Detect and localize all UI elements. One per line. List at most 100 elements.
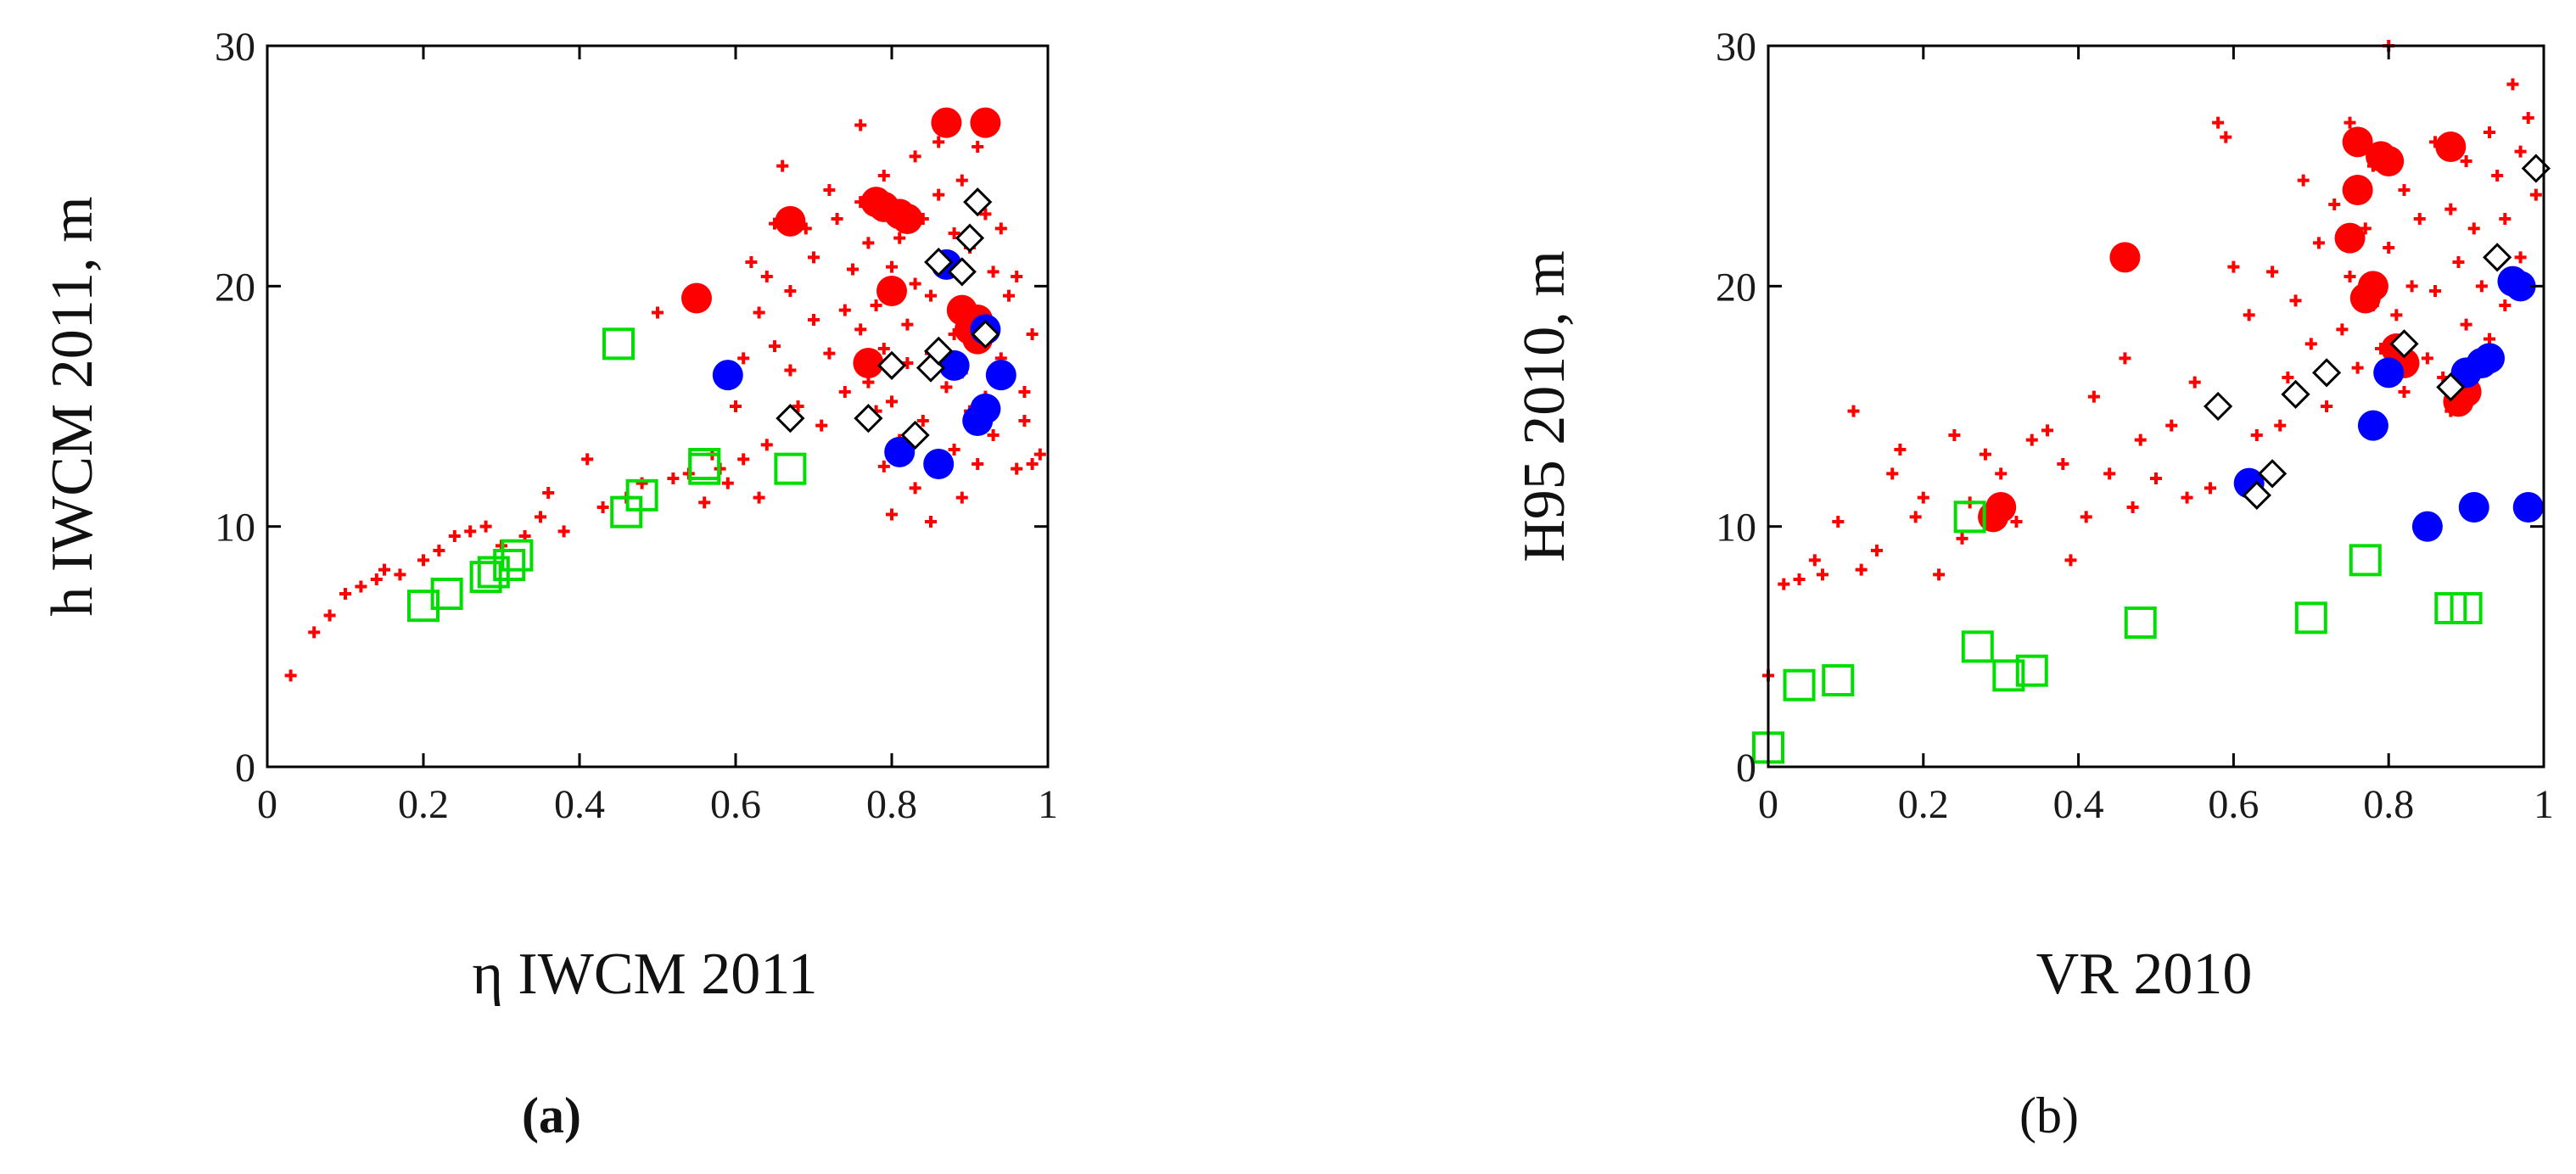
data-point-red-dot <box>970 107 1001 138</box>
x-tick-label: 0.8 <box>2363 782 2414 827</box>
data-point-red-dot <box>2109 242 2141 273</box>
series-blue-dot <box>2233 266 2544 542</box>
data-point-red-cross <box>854 323 867 336</box>
data-point-red-cross <box>2444 203 2457 215</box>
data-point-red-cross <box>464 525 477 538</box>
data-point-red-cross <box>737 352 750 365</box>
data-point-red-cross <box>815 419 828 432</box>
data-point-red-cross <box>1026 458 1039 470</box>
data-point-blue-dot <box>884 436 916 467</box>
x-tick-label: 0.4 <box>554 782 605 827</box>
data-point-red-cross <box>972 141 984 153</box>
y-axis-label-a: h IWCM 2011, m <box>40 196 105 616</box>
data-point-red-cross <box>667 472 680 484</box>
data-point-red-cross <box>2321 400 2333 412</box>
data-point-red-dot <box>775 205 806 237</box>
data-point-red-cross <box>2188 376 2201 389</box>
data-point-red-cross <box>1832 516 1845 528</box>
data-point-red-cross <box>2413 213 2426 225</box>
data-point-green-square <box>430 578 463 610</box>
data-point-red-cross <box>1003 289 1015 302</box>
data-point-red-cross <box>955 491 968 504</box>
data-point-red-cross <box>2282 372 2294 383</box>
x-tick-label: 0.2 <box>398 782 449 827</box>
data-point-red-cross <box>2227 260 2240 273</box>
data-point-black-diamond <box>971 319 1000 349</box>
data-point-red-cross <box>2165 419 2178 432</box>
y-tick-label: 0 <box>1736 746 1756 791</box>
x-tick-label: 0.4 <box>2053 782 2104 827</box>
data-point-red-dot <box>2342 126 2373 158</box>
data-point-red-cross <box>1793 573 1806 585</box>
y-tick-label: 10 <box>215 506 255 551</box>
data-point-red-cross <box>932 188 945 201</box>
data-point-black-diamond <box>2203 391 2233 422</box>
data-point-red-cross <box>636 477 648 489</box>
data-point-green-square <box>625 478 658 512</box>
data-point-red-dot <box>2373 146 2405 176</box>
data-point-red-cross <box>784 364 797 377</box>
x-tick-label: 0 <box>257 782 277 827</box>
data-point-black-diamond <box>854 404 883 433</box>
data-point-red-cross <box>955 174 968 187</box>
data-point-red-cross <box>932 136 945 148</box>
data-point-red-cross <box>948 227 960 239</box>
data-point-red-cross <box>2499 299 2512 311</box>
data-point-red-cross <box>2336 323 2349 336</box>
data-point-green-square <box>1992 659 2025 692</box>
y-tick-label: 0 <box>235 746 255 791</box>
data-point-red-cross <box>1995 467 2008 480</box>
data-point-red-cross <box>1933 568 1946 581</box>
data-point-red-cross <box>1011 271 1023 282</box>
data-point-green-square <box>2349 544 2382 577</box>
data-point-red-cross <box>886 260 898 273</box>
data-point-black-diamond <box>963 187 993 217</box>
data-point-red-cross <box>2297 174 2310 187</box>
series-red-cross <box>284 119 1046 682</box>
data-point-red-cross <box>433 545 445 556</box>
data-point-red-cross <box>2087 390 2100 403</box>
data-point-blue-dot <box>923 449 955 479</box>
data-point-red-cross <box>730 400 742 412</box>
data-point-red-cross <box>557 525 570 538</box>
data-point-blue-dot <box>712 360 743 391</box>
data-point-red-cross <box>776 159 789 172</box>
data-point-red-cross <box>2529 188 2542 201</box>
data-point-red-cross <box>2328 198 2341 210</box>
data-point-black-diamond <box>924 336 954 366</box>
data-point-red-cross <box>877 170 890 182</box>
data-point-red-cross <box>808 251 820 264</box>
data-point-red-dot <box>931 107 962 138</box>
data-point-red-cross <box>2467 222 2480 235</box>
x-tick-label: 0 <box>1758 782 1778 827</box>
series-black-diamond <box>776 187 1000 450</box>
data-point-red-cross <box>1026 328 1039 340</box>
data-point-red-cross <box>2522 112 2534 124</box>
data-point-black-diamond <box>924 247 954 277</box>
plot-frame-a <box>266 44 1050 769</box>
data-point-red-cross <box>823 184 836 196</box>
data-point-red-cross <box>2475 280 2488 293</box>
data-point-red-cross <box>925 516 937 528</box>
data-point-red-cross <box>823 347 836 360</box>
data-point-red-cross <box>2243 309 2255 321</box>
data-point-black-diamond <box>947 257 977 287</box>
data-point-red-cross <box>339 588 351 600</box>
data-point-red-cross <box>972 458 984 470</box>
data-point-red-cross <box>760 439 773 451</box>
data-point-red-cross <box>323 609 336 622</box>
data-point-red-cross <box>838 386 851 398</box>
data-point-red-cross <box>2344 271 2356 282</box>
data-point-red-cross <box>1808 554 1821 567</box>
x-tick-label: 1 <box>2534 782 2554 827</box>
data-point-green-square <box>602 327 635 361</box>
data-point-red-cross <box>893 232 906 244</box>
series-black-diamond <box>2203 154 2551 510</box>
x-tick-label: 0.2 <box>1898 782 1949 827</box>
data-point-red-cross <box>987 266 1000 278</box>
y-tick-label: 10 <box>1716 506 1756 551</box>
data-point-red-cross <box>2304 338 2317 350</box>
data-point-red-cross <box>1979 448 1991 461</box>
